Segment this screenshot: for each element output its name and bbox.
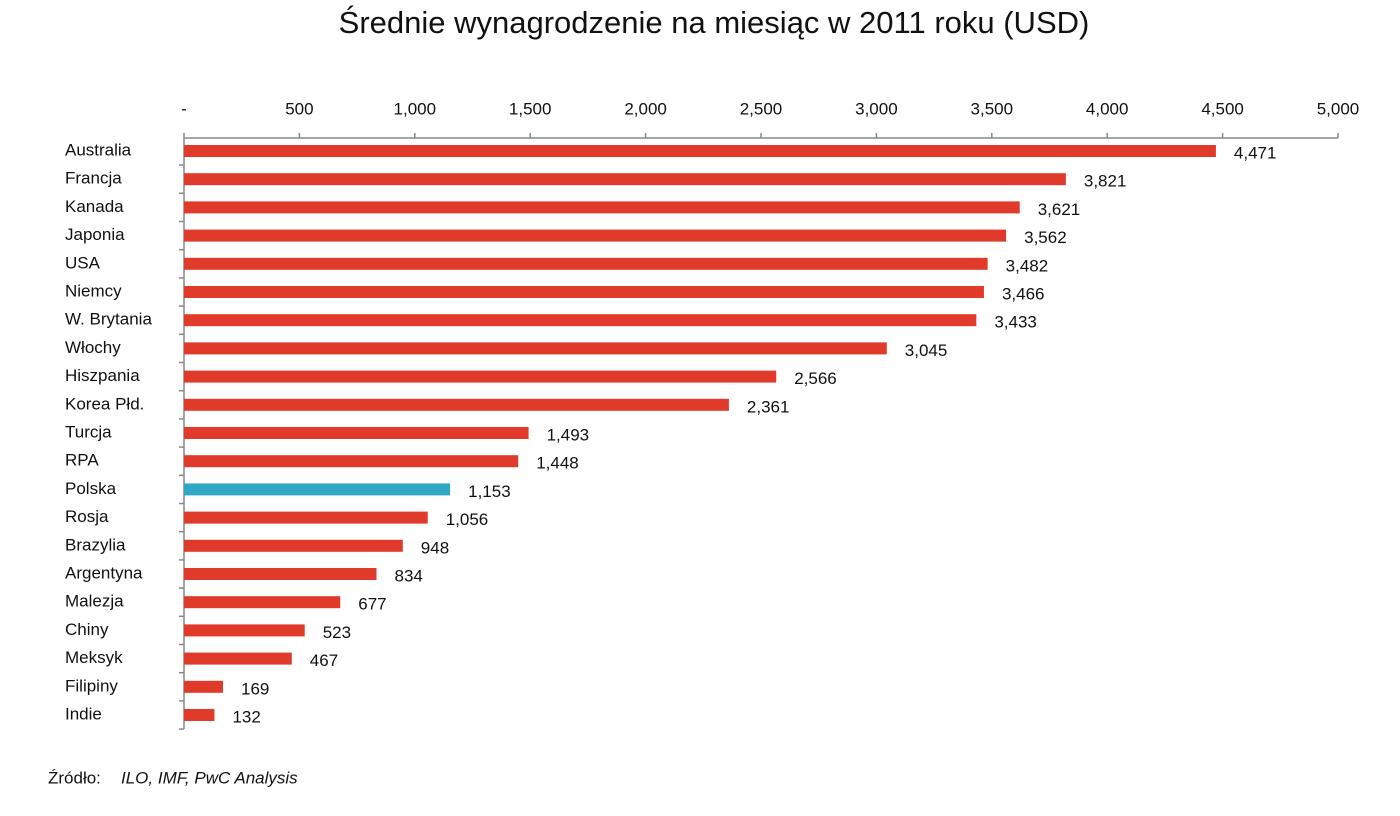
bar <box>184 342 887 355</box>
value-label: 3,482 <box>1006 256 1049 275</box>
y-tick-label: Brazylia <box>65 535 126 554</box>
x-tick-label: 1,000 <box>394 99 437 118</box>
y-tick-label: Filipiny <box>65 676 118 695</box>
value-label: 523 <box>323 623 351 642</box>
y-tick-label: Polska <box>65 479 117 498</box>
bar <box>184 145 1216 157</box>
value-label: 3,433 <box>994 313 1037 332</box>
value-label: 132 <box>232 707 260 726</box>
value-label: 3,045 <box>905 341 948 360</box>
bar <box>184 286 984 298</box>
y-tick-label: Francja <box>65 169 122 188</box>
bar <box>184 652 292 665</box>
bar <box>184 229 1007 242</box>
bar <box>184 596 341 609</box>
y-tick-label: Malezja <box>65 592 124 611</box>
value-label: 1,493 <box>547 425 590 444</box>
value-label: 169 <box>241 679 269 698</box>
value-label: 2,361 <box>747 397 790 416</box>
x-tick-label: 3,000 <box>855 99 898 118</box>
bar <box>184 455 519 468</box>
value-label: 834 <box>394 566 422 585</box>
value-label: 3,466 <box>1002 284 1045 303</box>
bar <box>184 398 729 411</box>
source: ILO, IMF, PwC Analysis <box>121 768 298 787</box>
y-tick-label: Rosja <box>65 507 109 526</box>
bar <box>184 427 529 439</box>
bar <box>184 173 1066 186</box>
value-label: 1,153 <box>468 482 511 501</box>
y-tick-label: Hiszpania <box>65 366 140 385</box>
y-tick-label: Australia <box>65 140 132 159</box>
x-tick-label: 4,000 <box>1086 99 1129 118</box>
x-tick-label: 3,500 <box>971 99 1014 118</box>
bar <box>184 539 403 552</box>
bar <box>184 624 305 637</box>
bar <box>184 680 224 693</box>
y-tick-label: Meksyk <box>65 648 123 667</box>
y-tick-label: W. Brytania <box>65 310 152 329</box>
value-label: 3,562 <box>1024 228 1067 247</box>
bar <box>184 568 377 580</box>
bar <box>184 511 428 524</box>
value-label: 3,821 <box>1084 172 1127 191</box>
y-tick-label: RPA <box>65 451 99 470</box>
y-tick-label: Korea Płd. <box>65 394 144 413</box>
value-label: 4,471 <box>1234 143 1277 162</box>
value-label: 2,566 <box>794 369 837 388</box>
y-tick-label: Kanada <box>65 197 124 216</box>
source-label: Źródło: <box>48 768 101 787</box>
bar <box>184 370 777 383</box>
y-tick-label: USA <box>65 253 101 272</box>
bar <box>184 257 988 270</box>
y-tick-label: Turcja <box>65 422 112 441</box>
value-label: 1,448 <box>536 454 579 473</box>
bar <box>184 314 977 327</box>
chart-title: Średnie wynagrodzenie na miesiąc w 2011 … <box>339 4 1090 40</box>
value-label: 467 <box>310 651 338 670</box>
y-tick-label: Włochy <box>65 338 121 357</box>
y-tick-label: Argentyna <box>65 563 143 582</box>
x-tick-label: 2,500 <box>740 99 783 118</box>
x-tick-label: 5,000 <box>1317 99 1360 118</box>
x-tick-label: 4,500 <box>1201 99 1244 118</box>
y-tick-label: Indie <box>65 704 102 723</box>
y-tick-label: Japonia <box>65 225 125 244</box>
y-tick-label: Niemcy <box>65 281 122 300</box>
x-tick-label: 500 <box>285 99 313 118</box>
x-tick-label: - <box>181 99 187 118</box>
value-label: 1,056 <box>446 510 489 529</box>
bar <box>184 201 1020 214</box>
x-tick-label: 1,500 <box>509 99 552 118</box>
x-tick-label: 2,000 <box>624 99 667 118</box>
bar <box>184 709 215 721</box>
value-label: 3,621 <box>1038 200 1081 219</box>
bar <box>184 483 451 496</box>
value-label: 677 <box>358 595 386 614</box>
value-label: 948 <box>421 538 449 557</box>
y-tick-label: Chiny <box>65 620 109 639</box>
